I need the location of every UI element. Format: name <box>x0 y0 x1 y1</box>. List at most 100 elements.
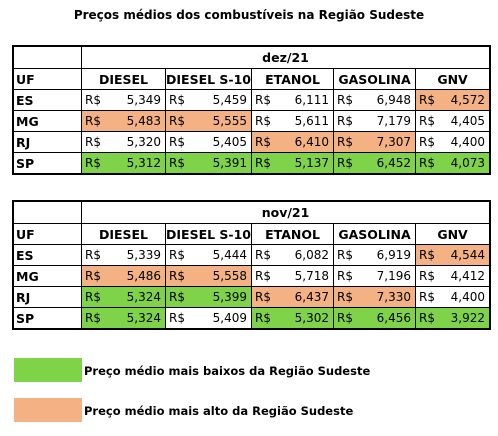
price-cell: R$ 5,405 <box>164 131 253 153</box>
table-row: ES R$ 5,339 R$ 5,444 R$ 6,082 R$ 6,919 R$ 4,544 <box>13 244 491 266</box>
price-value: 6,948 <box>376 93 412 107</box>
price-cell: R$ 5,302 <box>251 307 335 329</box>
price-value: 6,410 <box>294 135 330 149</box>
price-value: 5,405 <box>212 135 248 149</box>
currency-symbol: R$ <box>85 93 101 107</box>
currency-symbol: R$ <box>337 290 353 304</box>
price-value: 6,452 <box>376 156 412 170</box>
price-cell: R$ 5,324 <box>81 286 166 308</box>
price-cell: R$ 3,922 <box>415 307 491 329</box>
price-value: 4,405 <box>450 114 486 128</box>
price-value: 5,558 <box>212 269 248 283</box>
legend-low-label: Preço médio mais baixos da Região Sudest… <box>84 364 371 378</box>
currency-symbol: R$ <box>255 156 271 170</box>
currency-symbol: R$ <box>85 156 101 170</box>
price-value: 5,137 <box>294 156 330 170</box>
price-value: 5,339 <box>126 248 161 262</box>
price-value: 5,409 <box>212 311 248 325</box>
column-header: UF <box>13 223 82 245</box>
period-label: dez/21 <box>80 46 491 69</box>
currency-symbol: R$ <box>255 114 271 128</box>
currency-symbol: R$ <box>169 248 185 262</box>
price-value: 5,555 <box>212 114 248 128</box>
currency-symbol: R$ <box>85 269 101 283</box>
price-cell: R$ 6,082 <box>251 244 335 266</box>
price-value: 4,544 <box>450 248 486 262</box>
price-value: 5,483 <box>126 114 161 128</box>
table-row: RJ R$ 5,324 R$ 5,399 R$ 6,437 R$ 7,330 R$ 4,400 <box>13 286 491 308</box>
legend-high-label: Preço médio mais alto da Região Sudeste <box>84 404 354 418</box>
state-code: SP <box>13 307 82 329</box>
price-table-dez-21: dez/21 UF DIESEL DIESEL S-10 ETANOL GASOLINA G… <box>11 45 492 175</box>
price-cell: R$ 5,399 <box>164 286 253 308</box>
price-cell: R$ 6,452 <box>333 152 417 174</box>
currency-symbol: R$ <box>169 269 185 283</box>
price-value: 5,349 <box>126 93 161 107</box>
price-cell: R$ 7,179 <box>333 110 417 132</box>
price-cell: R$ 5,611 <box>251 110 335 132</box>
price-value: 6,111 <box>294 93 330 107</box>
price-value: 5,718 <box>294 269 330 283</box>
state-code: RJ <box>13 131 82 153</box>
column-header: DIESEL <box>81 223 166 245</box>
price-cell: R$ 7,330 <box>333 286 417 308</box>
currency-symbol: R$ <box>255 290 271 304</box>
period-spacer <box>13 201 82 224</box>
table-row: ES R$ 5,349 R$ 5,459 R$ 6,111 R$ 6,948 R$ 4,572 <box>13 89 491 111</box>
price-cell: R$ 5,718 <box>251 265 335 287</box>
currency-symbol: R$ <box>85 248 101 262</box>
price-value: 6,082 <box>294 248 330 262</box>
state-code: ES <box>13 244 82 266</box>
currency-symbol: R$ <box>419 269 435 283</box>
currency-symbol: R$ <box>85 290 101 304</box>
price-cell: R$ 6,111 <box>251 89 335 111</box>
price-value: 4,400 <box>450 290 486 304</box>
column-header: GNV <box>415 68 491 90</box>
price-cell: R$ 5,558 <box>164 265 253 287</box>
column-header: ETANOL <box>251 223 335 245</box>
period-spacer <box>13 46 82 69</box>
price-value: 7,196 <box>376 269 412 283</box>
price-cell: R$ 4,400 <box>415 286 491 308</box>
page-title: Preços médios dos combustíveis na Região… <box>73 8 425 22</box>
price-value: 5,320 <box>126 135 161 149</box>
price-cell: R$ 5,320 <box>81 131 166 153</box>
price-cell: R$ 4,400 <box>415 131 491 153</box>
price-cell: R$ 4,572 <box>415 89 491 111</box>
currency-symbol: R$ <box>419 156 435 170</box>
legend-high-swatch <box>14 398 82 422</box>
column-header: DIESEL S-10 <box>164 68 253 90</box>
price-value: 5,302 <box>294 311 330 325</box>
currency-symbol: R$ <box>169 93 185 107</box>
price-cell: R$ 5,459 <box>164 89 253 111</box>
price-cell: R$ 5,349 <box>81 89 166 111</box>
state-code: RJ <box>13 286 82 308</box>
price-value: 6,437 <box>294 290 330 304</box>
currency-symbol: R$ <box>85 114 101 128</box>
price-value: 5,611 <box>294 114 330 128</box>
price-cell: R$ 7,196 <box>333 265 417 287</box>
price-value: 5,459 <box>212 93 248 107</box>
price-cell: R$ 4,412 <box>415 265 491 287</box>
currency-symbol: R$ <box>169 290 185 304</box>
price-table-nov-21: nov/21 UF DIESEL DIESEL S-10 ETANOL GASOLINA G… <box>11 200 492 330</box>
price-value: 5,324 <box>126 290 161 304</box>
currency-symbol: R$ <box>255 248 271 262</box>
period-label: nov/21 <box>80 201 491 224</box>
price-value: 6,919 <box>376 248 412 262</box>
currency-symbol: R$ <box>169 311 185 325</box>
currency-symbol: R$ <box>337 269 353 283</box>
column-header: GASOLINA <box>333 223 417 245</box>
currency-symbol: R$ <box>255 135 271 149</box>
price-value: 4,572 <box>450 93 486 107</box>
price-cell: R$ 5,444 <box>164 244 253 266</box>
state-code: MG <box>13 110 82 132</box>
currency-symbol: R$ <box>419 248 435 262</box>
column-header: UF <box>13 68 82 90</box>
currency-symbol: R$ <box>337 135 353 149</box>
state-code: ES <box>13 89 82 111</box>
table-row: RJ R$ 5,320 R$ 5,405 R$ 6,410 R$ 7,307 R$ 4,400 <box>13 131 491 153</box>
currency-symbol: R$ <box>337 311 353 325</box>
price-cell: R$ 5,483 <box>81 110 166 132</box>
price-value: 4,400 <box>450 135 486 149</box>
